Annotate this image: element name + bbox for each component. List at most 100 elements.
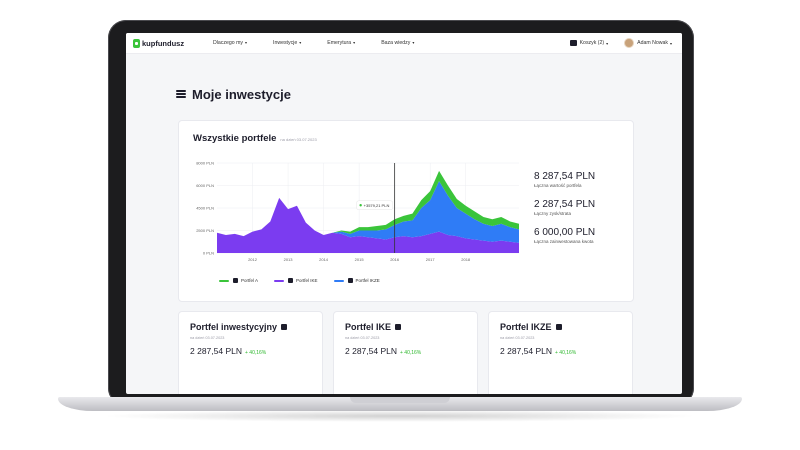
- portfolio-title: Portfel inwestycyjny: [190, 322, 288, 332]
- menu-label: Inwestycje: [273, 40, 298, 46]
- logo-icon: [133, 38, 140, 48]
- portfolio-card-ikze[interactable]: Portfel IKZE na dzień 03.07.2023 2 287,5…: [488, 311, 633, 394]
- chevron-down-icon: ▾: [299, 40, 302, 45]
- stat-label: Łączna wartość portfela: [534, 183, 582, 188]
- portfolio-sparkline: [179, 362, 322, 394]
- portfolio-value: 2 287,54 PLN + 40,16%: [500, 346, 576, 356]
- person-coin-icon: [395, 324, 402, 330]
- laptop-shadow: [100, 410, 700, 422]
- cart-button[interactable]: Koszyk (2) ▾: [569, 40, 609, 46]
- menu-label: Emerytura: [327, 40, 352, 46]
- portfolio-value: 2 287,54 PLN + 40,16%: [345, 346, 421, 356]
- menu-item-emerytura[interactable]: Emerytura ▾: [327, 40, 355, 46]
- stat-value: 2 287,54 PLN: [534, 199, 596, 210]
- page-header: Moje inwestycje: [176, 87, 291, 102]
- stat-label: Łączna zainwestowana kwota: [534, 239, 594, 244]
- brand-logo[interactable]: kupfundusz: [133, 38, 193, 48]
- x-tick-label: 2018: [461, 257, 471, 262]
- y-tick-label: 0 PLN: [203, 251, 214, 256]
- wallet-icon: [281, 324, 288, 330]
- menu-item-baza-wiedzy[interactable]: Baza wiedzy ▾: [381, 40, 414, 46]
- screen: kupfundusz Dlaczego my ▾ Inwestycje ▾ Emer…: [126, 33, 682, 394]
- navbar: kupfundusz Dlaczego my ▾ Inwestycje ▾ Emer…: [126, 33, 682, 54]
- stat-value: 8 287,54 PLN: [534, 171, 596, 182]
- portfolio-value-text: 2 287,54 PLN: [500, 346, 552, 356]
- area-portfel-ike: [217, 197, 519, 253]
- legend-swatch: [219, 279, 229, 282]
- portfolio-title-text: Portfel IKZE: [500, 322, 552, 332]
- all-portfolios-card: Wszystkie portfele na dzień 03.07.2023 0 …: [178, 120, 634, 302]
- menu-label: Dlaczego my: [213, 40, 243, 46]
- person-coin-icon: [288, 278, 294, 283]
- portfolio-card-ike[interactable]: Portfel IKE na dzień 03.07.2023 2 287,54…: [333, 311, 478, 394]
- chart-legend: Portfel A Portfel IKE Portfel IKZE: [219, 278, 396, 283]
- portfolio-date: na dzień 03.07.2023: [190, 336, 225, 340]
- portfolio-value-text: 2 287,54 PLN: [345, 346, 397, 356]
- chevron-down-icon: ▾: [412, 40, 415, 45]
- portfolio-sparkline: [489, 362, 632, 394]
- portfolio-title: Portfel IKE: [345, 322, 402, 332]
- wallet-icon: [233, 278, 238, 283]
- stat-total-value: 8 287,54 PLN Łączna wartość portfela: [534, 171, 595, 188]
- portfolio-date: na dzień 03.07.2023: [345, 336, 380, 340]
- legend-item-portfel-a[interactable]: Portfel A: [219, 278, 258, 283]
- stat-profit: 2 287,54 PLN Łączny zysk/strata: [534, 199, 595, 216]
- area-portfel-a: [217, 170, 519, 237]
- chevron-down-icon: ▾: [606, 40, 609, 46]
- laptop-notch: [350, 397, 450, 403]
- overview-title: Wszystkie portfele: [193, 133, 277, 144]
- x-tick-label: 2012: [248, 257, 258, 262]
- x-tick-label: 2016: [390, 257, 400, 262]
- overview-chart[interactable]: 0 PLN 2500 PLN 4500 PLN 6000 PLN 8000 PLN 201…: [185, 159, 525, 274]
- y-tick-label: 4500 PLN: [196, 206, 214, 211]
- cart-label: Koszyk (2): [579, 40, 605, 46]
- user-menu[interactable]: Adam Nowak ▾: [624, 38, 672, 48]
- area-portfel-ikze: [217, 181, 519, 243]
- tooltip-box: [356, 200, 393, 210]
- legend-swatch: [274, 279, 285, 282]
- legend-item-portfel-ikze[interactable]: Portfel IKZE: [333, 278, 380, 283]
- legend-item-portfel-ike[interactable]: Portfel IKE: [274, 278, 318, 283]
- laptop-base: [58, 397, 742, 411]
- menu-label: Baza wiedzy: [381, 40, 411, 46]
- portfolio-change: + 40,16%: [554, 350, 577, 356]
- stats-panel: 8 287,54 PLN Łączna wartość portfela 2 2…: [534, 171, 595, 255]
- legend-label: Portfel A: [241, 278, 259, 283]
- portfolio-title-text: Portfel inwestycyjny: [190, 322, 278, 332]
- hand-coin-icon: [555, 324, 562, 330]
- main-menu: Dlaczego my ▾ Inwestycje ▾ Emerytura ▾ Baza…: [213, 40, 440, 46]
- y-tick-label: 2500 PLN: [196, 228, 214, 233]
- x-tick-label: 2013: [284, 257, 294, 262]
- area-chart[interactable]: 0 PLN 2500 PLN 4500 PLN 6000 PLN 8000 PLN 201…: [185, 159, 525, 269]
- user-name: Adam Nowak: [637, 40, 668, 46]
- coins-icon: [176, 89, 186, 100]
- y-tick-label: 6000 PLN: [196, 183, 214, 188]
- chevron-down-icon: ▾: [353, 40, 356, 45]
- portfolio-title: Portfel IKZE: [500, 322, 562, 332]
- menu-item-dlaczego-my[interactable]: Dlaczego my ▾: [213, 40, 247, 46]
- x-tick-label: 2014: [319, 257, 329, 262]
- tooltip-dot: [359, 204, 362, 207]
- stat-label: Łączny zysk/strata: [534, 211, 572, 216]
- chevron-down-icon: ▾: [669, 40, 672, 46]
- overview-date: na dzień 03.07.2023: [280, 137, 317, 142]
- tooltip-text: +3579,21 PLN: [364, 203, 390, 208]
- legend-label: Portfel IKE: [296, 278, 318, 283]
- portfolio-change: + 40,16%: [244, 350, 267, 356]
- portfolio-title-text: Portfel IKE: [345, 322, 392, 332]
- portfolio-value-text: 2 287,54 PLN: [190, 346, 242, 356]
- stat-invested: 6 000,00 PLN Łączna zainwestowana kwota: [534, 227, 595, 244]
- portfolio-card-investment[interactable]: Portfel inwestycyjny na dzień 03.07.2023…: [178, 311, 323, 394]
- nav-right: Koszyk (2) ▾ Adam Nowak ▾: [569, 38, 672, 48]
- portfolio-change: + 40,16%: [399, 350, 422, 356]
- menu-item-inwestycje[interactable]: Inwestycje ▾: [273, 40, 301, 46]
- stat-value: 6 000,00 PLN: [534, 227, 596, 238]
- page-title: Moje inwestycje: [192, 87, 291, 102]
- x-tick-label: 2017: [426, 257, 436, 262]
- hand-coin-icon: [347, 278, 353, 283]
- x-tick-label: 2015: [355, 257, 365, 262]
- legend-label: Portfel IKZE: [355, 278, 380, 283]
- portfolio-value: 2 287,54 PLN + 40,16%: [190, 346, 266, 356]
- portfolio-date: na dzień 03.07.2023: [500, 336, 535, 340]
- brand-name: kupfundusz: [142, 38, 185, 48]
